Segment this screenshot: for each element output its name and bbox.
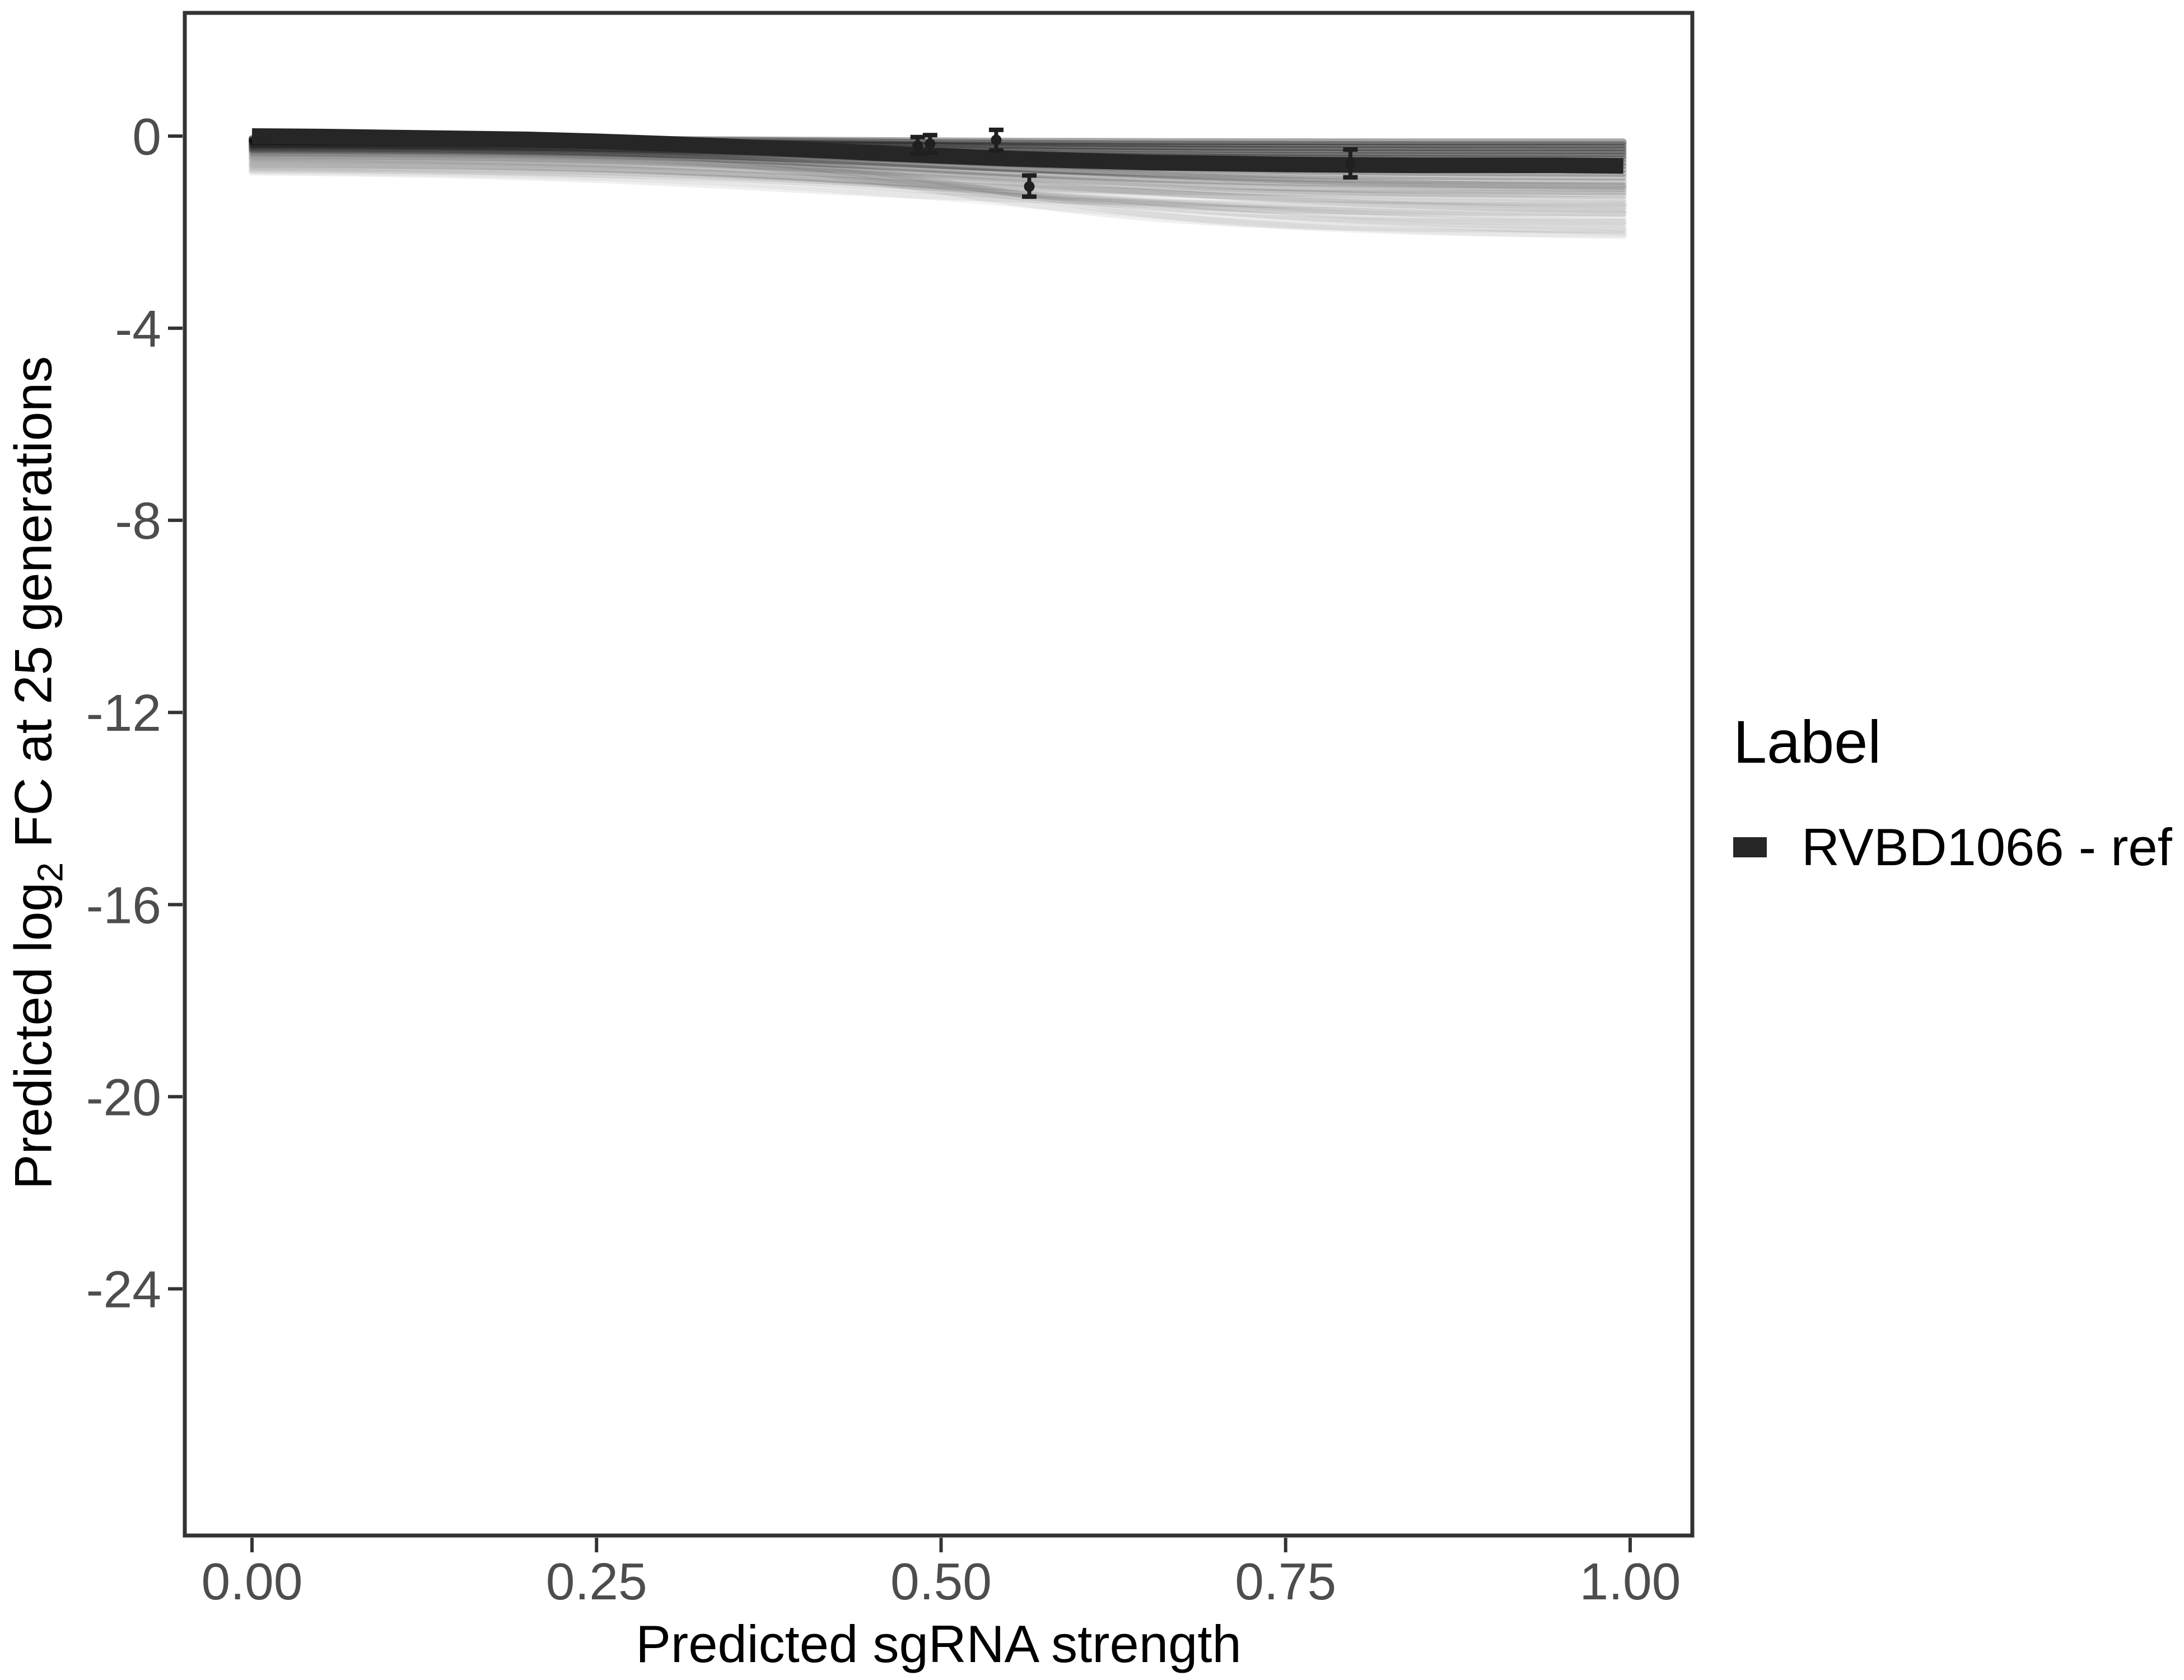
y-tick-label: -4 xyxy=(115,300,161,358)
legend-title: Label xyxy=(1733,708,1882,776)
y-axis-title-pre: Predicted log xyxy=(3,882,63,1190)
ensemble-line xyxy=(249,159,1627,217)
y-tick-label: -24 xyxy=(86,1260,161,1318)
y-tick-label: -20 xyxy=(86,1068,161,1126)
error-bar xyxy=(910,134,925,156)
panel-border xyxy=(183,11,1695,1538)
legend-item-label: RVBD1066 - ref xyxy=(1802,818,2172,876)
axis-ticks xyxy=(168,134,1632,1552)
x-axis-title: Predicted sgRNA strength xyxy=(636,1614,1242,1673)
y-axis-title-sub: 2 xyxy=(30,862,71,883)
ensemble-line xyxy=(249,152,1627,200)
ensemble-line xyxy=(249,161,1627,197)
legend-key-line-icon xyxy=(1733,837,1767,857)
y-tick-label: -12 xyxy=(86,684,161,742)
error-bar xyxy=(922,133,937,156)
data-point xyxy=(912,140,923,151)
ensemble-line xyxy=(249,148,1627,193)
ensemble-line xyxy=(249,147,1627,226)
legend: Label RVBD1066 - ref xyxy=(1733,707,2172,878)
x-tick-label: 1.00 xyxy=(1579,1552,1681,1611)
y-tick-label: -8 xyxy=(115,492,161,550)
ensemble-line xyxy=(249,162,1627,225)
ensemble-line xyxy=(249,150,1627,195)
x-tick-label: 0.75 xyxy=(1235,1552,1336,1611)
data-point xyxy=(1024,181,1035,192)
ensemble-line xyxy=(249,165,1627,232)
data-point xyxy=(991,134,1002,146)
ensemble-line xyxy=(249,146,1627,190)
ensemble-line xyxy=(249,144,1627,217)
ensemble-line xyxy=(249,147,1627,189)
data-points xyxy=(910,127,1358,199)
ref-curve-line xyxy=(251,128,1623,174)
y-axis-title-post: FC at 25 generations xyxy=(3,356,63,862)
x-tick-label: 0.25 xyxy=(546,1552,647,1611)
ensemble-line xyxy=(249,155,1627,214)
y-axis-title: Predicted log2 FC at 25 generations xyxy=(3,356,71,1189)
axis-tick-labels: 0.00 0.25 0.50 0.75 1.00 0 -4 -8 -12 -16 -20 -24 xyxy=(86,108,1681,1611)
ensemble-line xyxy=(249,153,1627,204)
error-bar xyxy=(1022,173,1037,199)
y-tick-label: 0 xyxy=(132,108,161,166)
plot-panel xyxy=(249,127,1627,240)
ensemble-line xyxy=(249,167,1627,240)
ensemble-line xyxy=(249,169,1627,209)
ensemble-line xyxy=(249,146,1627,185)
x-tick-label: 0.00 xyxy=(201,1552,302,1611)
x-tick-label: 0.50 xyxy=(890,1552,992,1611)
ensemble-line xyxy=(249,164,1627,228)
ensemble-line xyxy=(249,144,1627,181)
ensemble-line xyxy=(249,156,1627,207)
ensemble-line xyxy=(249,160,1627,221)
legend-item: RVBD1066 - ref xyxy=(1733,817,2172,878)
ensemble-line xyxy=(249,150,1627,234)
ensemble-line xyxy=(249,153,1627,238)
data-point xyxy=(1345,158,1356,169)
ensemble-line xyxy=(249,157,1627,211)
ensemble-line xyxy=(249,166,1627,236)
error-bar xyxy=(1343,147,1358,180)
data-point xyxy=(925,138,936,150)
error-bar xyxy=(988,127,1004,153)
y-tick-label: -16 xyxy=(86,876,161,934)
